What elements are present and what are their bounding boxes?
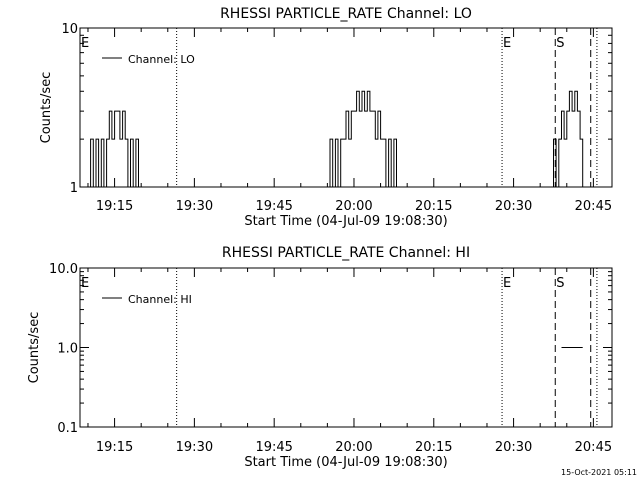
chart1.x-tick-label: 20:30 <box>495 199 532 214</box>
chart2.x-tick-label: 20:00 <box>335 440 372 455</box>
chart1.marker-label: S <box>556 36 564 51</box>
chart2.y-tick-label: 0.1 <box>57 421 78 436</box>
chart2.x-tick-label: 19:45 <box>255 440 292 455</box>
chart2.x-tick-label: 19:15 <box>96 440 133 455</box>
chart1.x-tick-label: 19:30 <box>176 199 213 214</box>
chart1.series-burst <box>327 90 400 188</box>
footer-timestamp: 15-Oct-2021 05:11 <box>561 468 637 477</box>
chart2.y-tick-label: 1.0 <box>57 342 78 357</box>
chart1.x-tick-label: 20:45 <box>575 199 612 214</box>
chart1.y-tick-label: 1 <box>70 181 78 196</box>
chart2.x-axis-label: Start Time (04-Jul-09 19:08:30) <box>244 455 447 470</box>
chart2.x-tick-label: 19:30 <box>176 440 213 455</box>
chart2.y-axis-label: Counts/sec <box>27 312 42 384</box>
chart1.series-burst <box>88 110 144 188</box>
chart2.legend-label: Channel: HI <box>128 293 192 306</box>
chart1.x-tick-label: 20:00 <box>335 199 372 214</box>
chart2.marker-label: E <box>81 276 89 291</box>
chart1.chart-title: RHESSI PARTICLE_RATE Channel: LO <box>220 6 472 22</box>
chart2.plot-frame <box>79 267 613 428</box>
chart1.legend-label: Channel: LO <box>128 53 195 66</box>
chart1.y-tick-label: 10 <box>61 22 78 37</box>
chart2.x-tick-label: 20:15 <box>415 440 452 455</box>
chart2.y-tick-label: 10.0 <box>49 262 78 277</box>
chart2.marker-label: E <box>503 276 511 291</box>
chart1.plot-frame <box>79 27 613 188</box>
chart2.x-tick-label: 20:45 <box>575 440 612 455</box>
chart1.series-burst <box>550 90 586 188</box>
chart1.marker-label: E <box>503 36 511 51</box>
chart2.chart-title: RHESSI PARTICLE_RATE Channel: HI <box>222 245 470 261</box>
chart1.x-tick-label: 20:15 <box>415 199 452 214</box>
chart2.x-tick-label: 20:30 <box>495 440 532 455</box>
chart1.y-axis-label: Counts/sec <box>39 72 54 144</box>
chart1.x-tick-label: 19:45 <box>255 199 292 214</box>
chart1.x-axis-label: Start Time (04-Jul-09 19:08:30) <box>244 214 447 229</box>
chart1.marker-label: E <box>81 36 89 51</box>
chart2.marker-label: S <box>556 276 564 291</box>
chart1.x-tick-label: 19:15 <box>96 199 133 214</box>
